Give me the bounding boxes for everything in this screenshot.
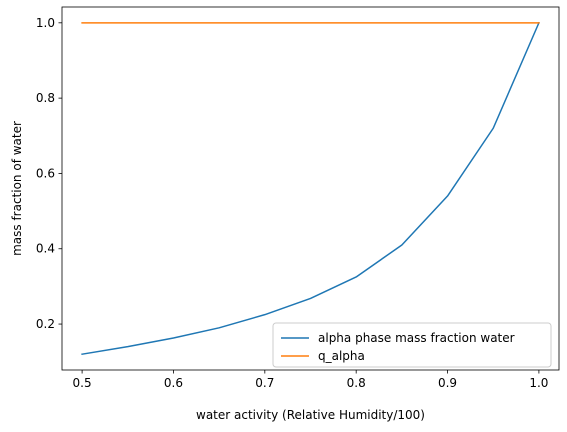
x-axis: 0.5 0.6 0.7 0.8 0.9 1.0	[73, 370, 548, 390]
y-axis-label: mass fraction of water	[10, 121, 24, 256]
plot-frame	[61, 6, 560, 371]
y-tick-label: 0.4	[36, 242, 55, 256]
legend-label-alpha-phase: alpha phase mass fraction water	[318, 331, 515, 345]
y-tick-label: 1.0	[36, 16, 55, 30]
x-tick-label: 0.7	[255, 376, 274, 390]
legend-frame	[272, 322, 552, 368]
x-tick-label: 0.6	[164, 376, 183, 390]
y-axis: 0.2 0.4 0.6 0.8 1.0	[36, 16, 62, 331]
legend: alpha phase mass fraction water q_alpha	[272, 322, 552, 368]
x-tick-label: 0.9	[438, 376, 457, 390]
legend-label-q-alpha: q_alpha	[318, 349, 365, 363]
y-tick-label: 0.6	[36, 166, 55, 180]
y-tick-label: 0.8	[36, 91, 55, 105]
y-tick-label: 0.2	[36, 317, 55, 331]
series-line-0	[81, 21, 540, 356]
x-axis-label: water activity (Relative Humidity/100)	[196, 408, 425, 422]
plot-background	[62, 7, 559, 370]
x-tick-label: 1.0	[529, 376, 548, 390]
x-tick-label: 0.5	[73, 376, 92, 390]
x-tick-label: 0.8	[347, 376, 366, 390]
series-layer	[81, 21, 540, 356]
